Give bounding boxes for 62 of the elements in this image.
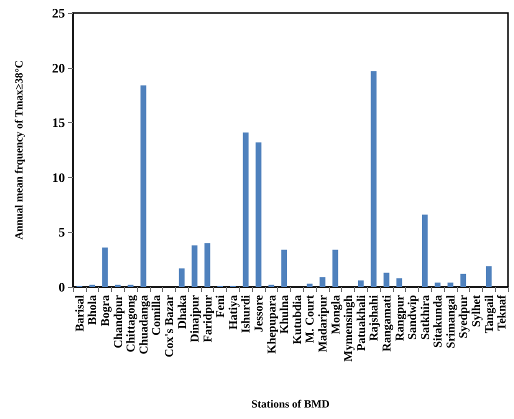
bar (306, 284, 313, 287)
x-tick-label: Sandwip (405, 294, 420, 340)
x-tick-label: Jessore (252, 294, 266, 332)
x-tick-label: Ishurdi (238, 294, 253, 334)
x-tick-label: Sitakunda (430, 295, 445, 348)
x-tick-label: Srimangal (443, 294, 458, 348)
bar (332, 250, 338, 287)
y-tick-label: 5 (58, 224, 66, 240)
bar (422, 214, 428, 287)
x-tick-label: M. Court (302, 295, 317, 343)
y-tick-label: 15 (52, 115, 66, 130)
x-tick-label: Rangamati (379, 294, 394, 352)
x-tick-label: Chittagong (124, 295, 138, 352)
bar (486, 266, 492, 287)
x-tick-label: Faridpur (200, 294, 214, 342)
y-tick-label: 25 (52, 6, 66, 20)
bar (370, 71, 377, 287)
bar (460, 274, 466, 287)
x-tick-label: Hatiya (226, 295, 240, 330)
bar (102, 248, 108, 287)
x-tick-label: Dhaka (174, 295, 189, 330)
bar (358, 280, 364, 287)
x-tick-label: Satkhira (418, 295, 432, 340)
bar (320, 277, 326, 287)
bar (384, 272, 390, 287)
x-tick-label: Rangpur (392, 294, 406, 342)
x-tick-label: Rajshahi (366, 294, 381, 342)
x-tick-label: Bogra (98, 295, 112, 326)
x-tick-label: Chandpur (110, 294, 125, 348)
x-tick-label: Mongla (328, 295, 342, 334)
bar (242, 132, 249, 287)
y-axis-title: Annual mean frquency of Tmax≥38°C (14, 60, 26, 240)
x-tick-label: Comilla (149, 295, 164, 336)
x-tick-label: Barisal (72, 294, 86, 332)
x-tick-label: Khepupara (264, 295, 278, 354)
x-tick-label: Teknaf (494, 294, 509, 331)
x-tick-label: Sylhet (469, 295, 484, 328)
bar (396, 278, 402, 287)
x-tick-label: Tangail (482, 294, 496, 334)
bar (178, 268, 185, 287)
x-tick-label: Dinajpur (188, 294, 202, 342)
x-axis-title: Stations of BMD (251, 398, 330, 410)
bar (192, 245, 198, 287)
x-tick-label: Mymensingh (341, 294, 356, 362)
bar (434, 282, 441, 287)
x-tick-label: Feni (213, 294, 228, 318)
y-tick-label: 10 (52, 170, 65, 185)
y-tick-label: 0 (58, 280, 65, 294)
x-tick-label: Madaripur (315, 294, 330, 352)
x-tick-label: Bhola (85, 295, 100, 326)
x-tick-label: Syedpur (456, 294, 470, 338)
x-tick-label: Khulna (277, 295, 292, 334)
bar (204, 243, 210, 287)
x-tick-label: Kutubdia (290, 295, 304, 344)
bar (448, 282, 454, 287)
x-tick-label: Chuadanga (136, 295, 150, 354)
bar (281, 250, 287, 287)
bar (256, 142, 262, 287)
x-tick-label: Patuakhali (354, 294, 368, 352)
y-tick-label: 20 (52, 60, 65, 76)
bar (140, 85, 146, 287)
x-tick-label: Cox's Bazar (162, 294, 176, 358)
